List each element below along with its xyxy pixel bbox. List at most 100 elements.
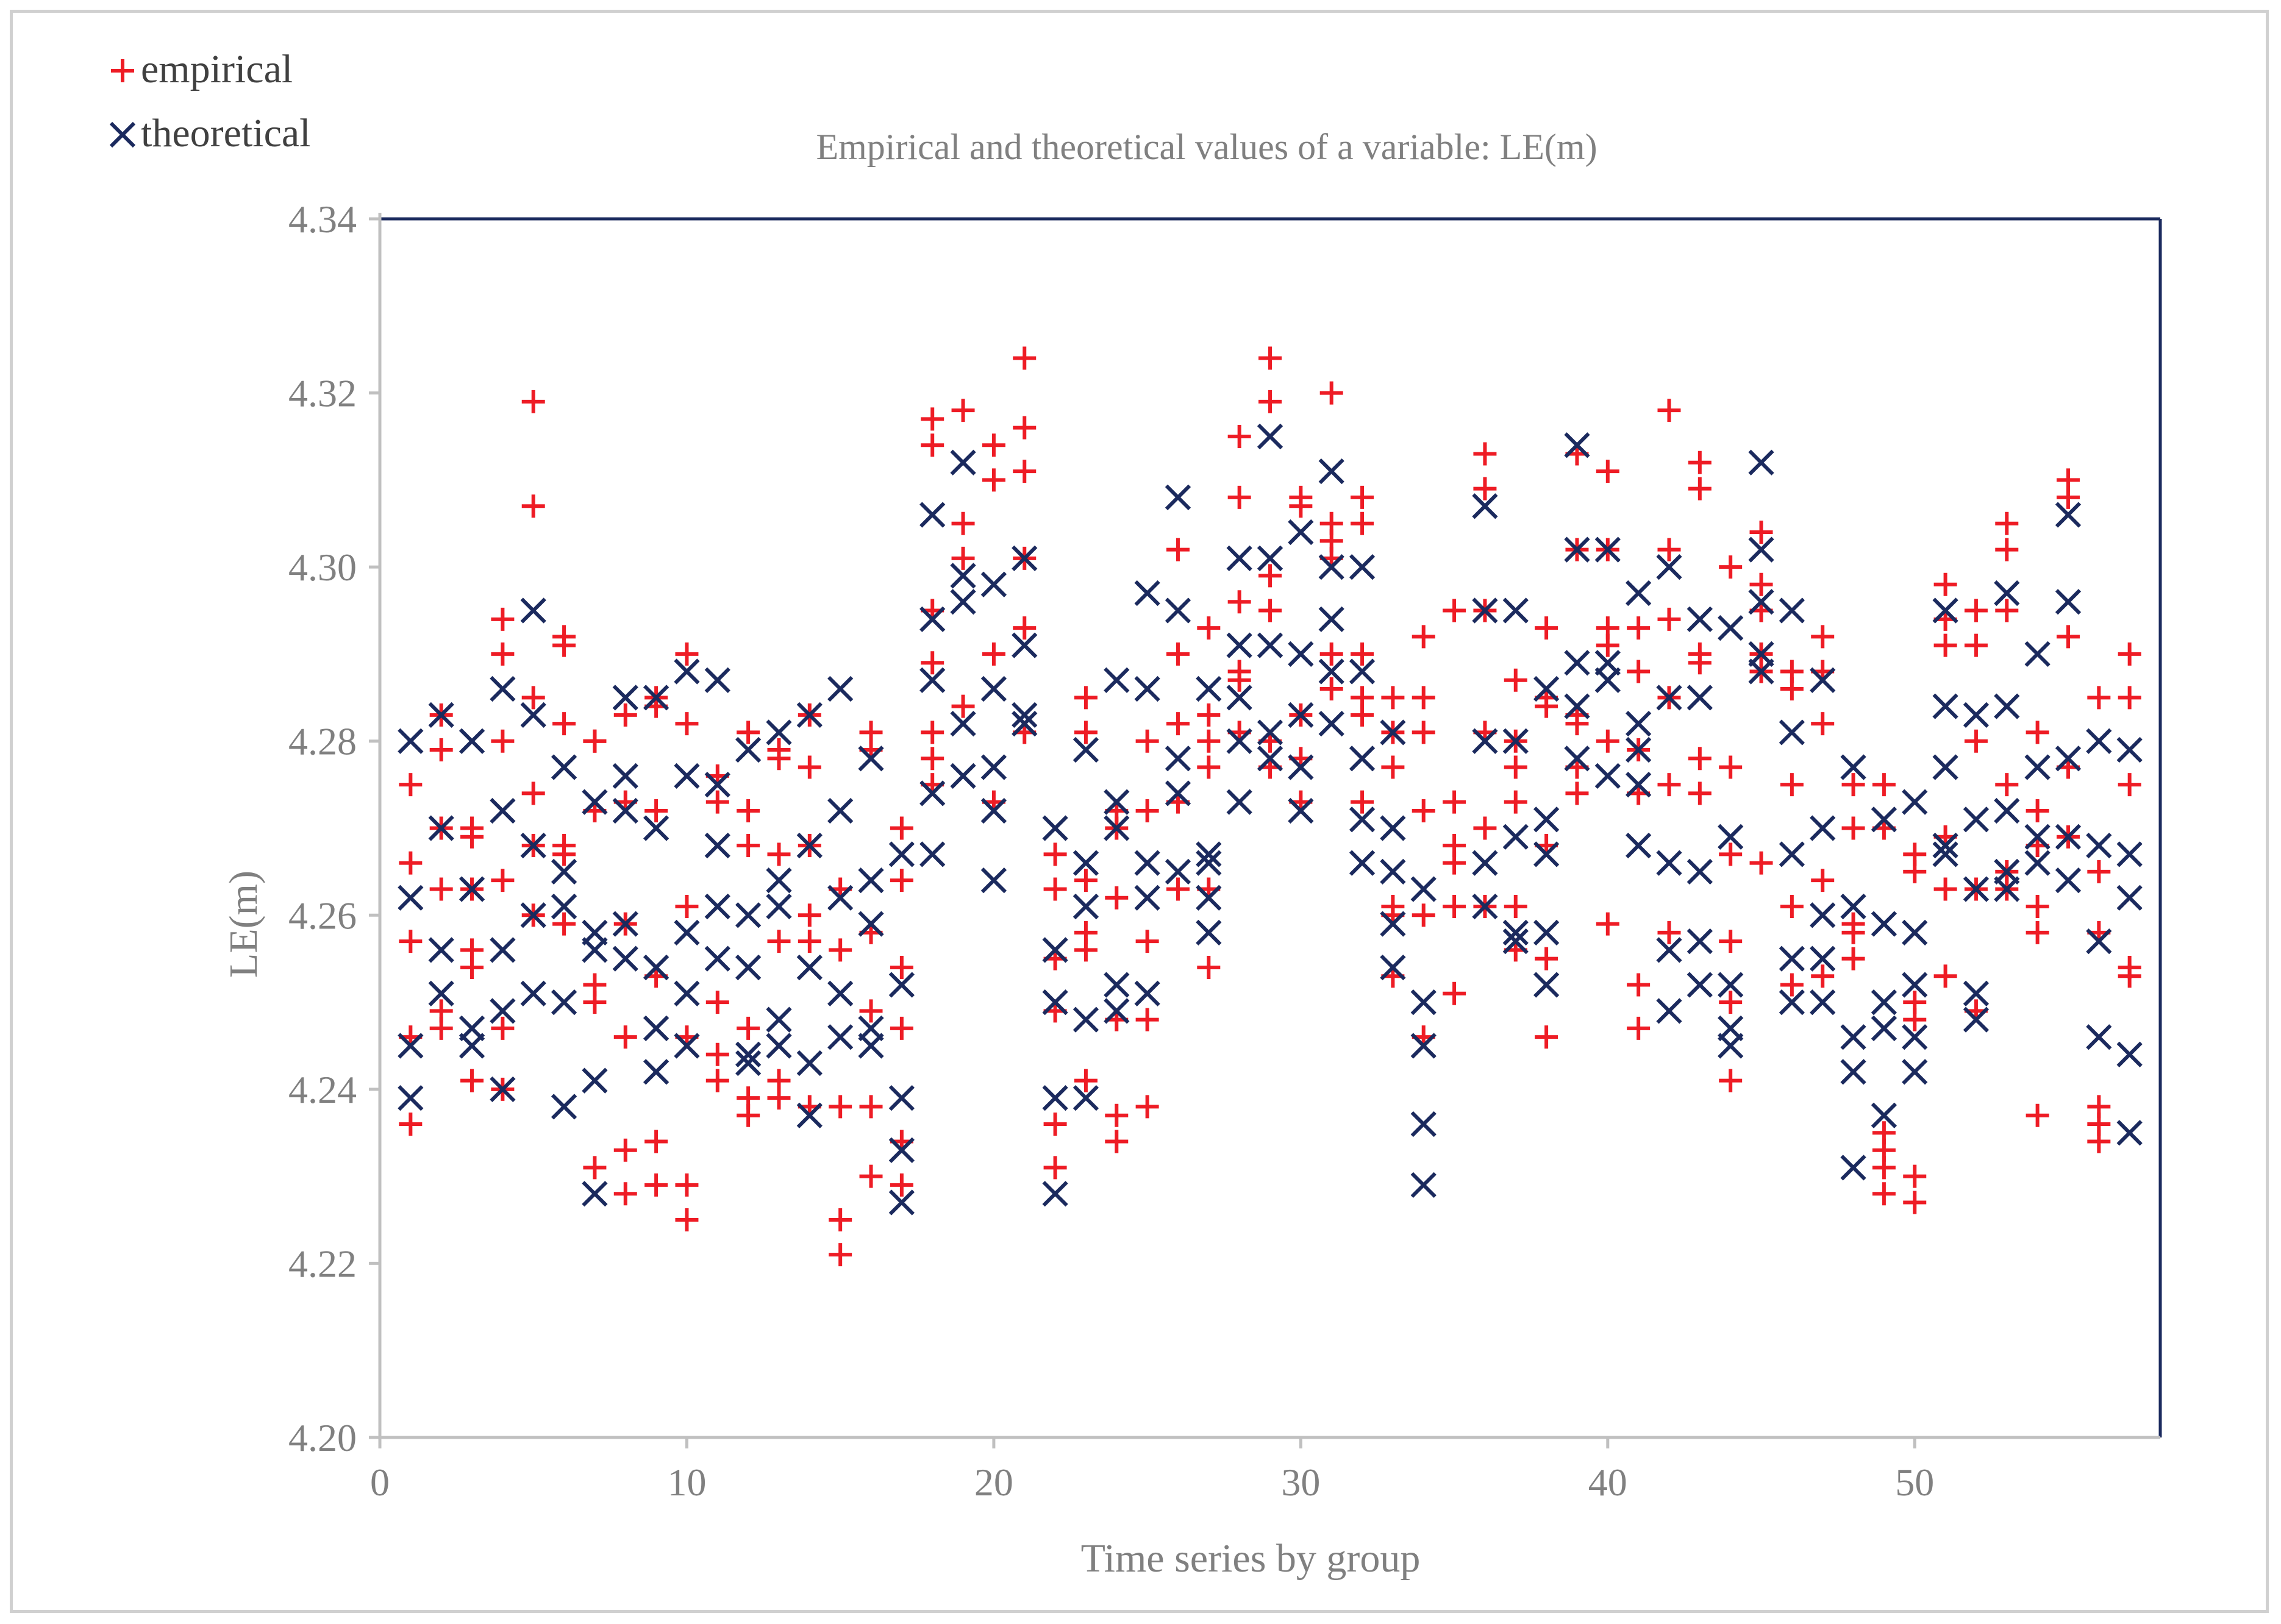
theoretical-point: [950, 763, 976, 789]
empirical-point: [1258, 599, 1282, 622]
theoretical-point: [1042, 1085, 1068, 1111]
empirical-point: [1074, 921, 1098, 944]
theoretical-point: [2116, 885, 2143, 911]
empirical-point: [737, 1016, 760, 1040]
empirical-point: [1657, 399, 1681, 422]
empirical-point: [1351, 511, 1374, 535]
empirical-point: [491, 729, 515, 753]
theoretical-point: [1687, 606, 1713, 632]
empirical-point: [1473, 477, 1497, 500]
empirical-point: [1933, 572, 1957, 596]
theoretical-point: [1626, 832, 1652, 859]
empirical-point: [1105, 886, 1129, 910]
empirical-point: [982, 468, 1005, 492]
empirical-point: [2087, 1095, 2111, 1119]
theoretical-point: [1104, 789, 1130, 815]
theoretical-point: [950, 711, 976, 737]
theoretical-point: [1380, 858, 1406, 885]
legend-item-empirical[interactable]: empirical: [111, 47, 293, 91]
empirical-point: [1166, 538, 1190, 561]
empirical-point: [1596, 616, 1619, 640]
theoretical-point: [1533, 807, 1560, 833]
empirical-point: [1412, 625, 1435, 649]
theoretical-point: [858, 1015, 884, 1042]
empirical-point: [583, 1156, 607, 1180]
theoretical-point: [1564, 746, 1590, 772]
theoretical-point: [674, 1033, 700, 1059]
theoretical-point: [1288, 641, 1314, 668]
empirical-point: [675, 712, 699, 736]
empirical-point: [460, 938, 484, 962]
theoretical-point: [2116, 841, 2143, 867]
empirical-point: [829, 1243, 852, 1267]
theoretical-point: [1104, 667, 1130, 693]
theoretical-point: [612, 797, 638, 824]
empirical-point: [1013, 616, 1037, 640]
theoretical-point: [1932, 754, 1958, 780]
theoretical-point: [1380, 954, 1406, 981]
theoretical-point: [2116, 1041, 2143, 1067]
empirical-point: [1043, 877, 1067, 901]
empirical-point: [1074, 869, 1098, 892]
x-tick-label: 10: [667, 1461, 706, 1504]
theoretical-point: [888, 1085, 915, 1111]
theoretical-point: [1871, 807, 1897, 833]
empirical-point: [1443, 895, 1466, 919]
legend-plus-mark: [111, 59, 134, 82]
empirical-point: [1872, 773, 1896, 797]
theoretical-point: [1042, 937, 1068, 963]
empirical-point: [1289, 485, 1313, 509]
theoretical-point: [1626, 771, 1652, 798]
theoretical-point: [1779, 841, 1805, 867]
empirical-point: [1719, 842, 1743, 866]
legend: empirical theoretical: [109, 47, 311, 155]
theoretical-point: [674, 980, 700, 1006]
theoretical-point: [1533, 841, 1560, 867]
x-tick-label: 40: [1588, 1461, 1627, 1504]
empirical-point: [737, 1086, 760, 1110]
y-tick-label: 4.32: [288, 372, 357, 415]
empirical-point: [1995, 511, 2019, 535]
empirical-point: [429, 738, 453, 761]
empirical-point: [1933, 877, 1957, 901]
theoretical-point: [1718, 972, 1744, 998]
legend-item-theoretical[interactable]: theoretical: [109, 111, 311, 155]
theoretical-point: [582, 1067, 608, 1094]
theoretical-point: [796, 954, 823, 981]
empirical-point: [737, 799, 760, 822]
empirical-point: [1381, 895, 1405, 919]
empirical-point: [613, 1182, 637, 1206]
theoretical-point: [1226, 632, 1252, 658]
empirical-point: [1105, 1130, 1129, 1153]
y-tick-label: 4.24: [288, 1068, 357, 1111]
theoretical-point: [1963, 807, 1990, 833]
theoretical-point: [1012, 702, 1038, 728]
empirical-point: [1197, 616, 1221, 640]
theoretical-point: [1073, 1085, 1099, 1111]
empirical-point: [675, 895, 699, 919]
empirical-point: [859, 999, 883, 1023]
empirical-point: [1319, 642, 1343, 666]
theoretical-point: [551, 754, 577, 780]
theoretical-point: [766, 893, 792, 920]
series-theoretical: [398, 423, 2143, 1216]
theoretical-point: [1502, 824, 1529, 850]
theoretical-point: [888, 1137, 915, 1163]
theoretical-point: [1748, 641, 1774, 668]
theoretical-point: [1196, 675, 1222, 702]
empirical-point: [1504, 755, 1527, 779]
empirical-point: [1811, 712, 1835, 736]
empirical-point: [675, 642, 699, 666]
theoretical-point: [1594, 763, 1621, 789]
empirical-point: [890, 955, 913, 979]
theoretical-point: [398, 885, 424, 911]
theoretical-point: [1042, 989, 1068, 1016]
theoretical-point: [1871, 989, 1897, 1016]
theoretical-point: [1687, 685, 1713, 711]
empirical-point: [890, 869, 913, 892]
theoretical-point: [1165, 780, 1191, 807]
theoretical-point: [827, 885, 854, 911]
empirical-point: [1135, 930, 1159, 953]
theoretical-point: [796, 832, 823, 859]
theoretical-point: [1257, 719, 1283, 746]
